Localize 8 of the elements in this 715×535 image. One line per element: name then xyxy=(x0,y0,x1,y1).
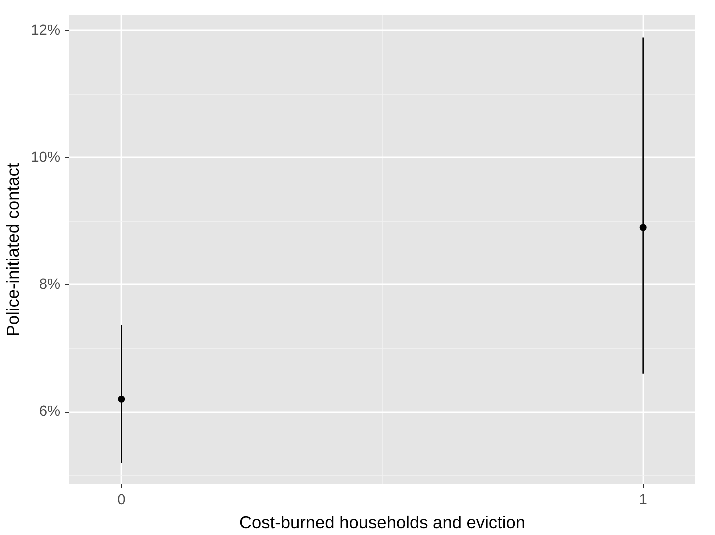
y-tick-label: 10% xyxy=(31,150,61,166)
y-axis-title: Police-initiated contact xyxy=(3,163,24,337)
y-tick-label: 8% xyxy=(39,276,61,293)
x-axis-title: Cost-burned households and eviction xyxy=(239,512,526,532)
x-tick-label: 0 xyxy=(118,492,126,508)
x-tick-label: 1 xyxy=(639,492,648,508)
y-tick-label: 12% xyxy=(31,22,61,39)
y-tick-label: 6% xyxy=(39,404,61,420)
